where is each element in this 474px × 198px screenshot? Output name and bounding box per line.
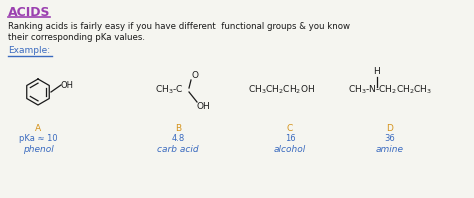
Text: their corresponding pKa values.: their corresponding pKa values. <box>8 33 145 42</box>
Text: alcohol: alcohol <box>274 145 306 154</box>
Text: amine: amine <box>376 145 404 154</box>
Text: OH: OH <box>197 102 211 111</box>
Text: $\mathregular{CH_3}$-C: $\mathregular{CH_3}$-C <box>155 84 183 96</box>
Text: pKa ≈ 10: pKa ≈ 10 <box>18 134 57 143</box>
Text: OH: OH <box>61 81 74 90</box>
Text: O: O <box>192 71 199 81</box>
Text: H: H <box>374 68 380 76</box>
Text: 36: 36 <box>384 134 395 143</box>
Text: $\mathregular{CH_3}$-N-$\mathregular{CH_2CH_2CH_3}$: $\mathregular{CH_3}$-N-$\mathregular{CH_… <box>348 84 432 96</box>
Text: 16: 16 <box>285 134 295 143</box>
Text: $\mathregular{CH_3CH_2CH_2OH}$: $\mathregular{CH_3CH_2CH_2OH}$ <box>248 84 315 96</box>
Text: D: D <box>387 124 393 133</box>
Text: B: B <box>175 124 181 133</box>
Text: A: A <box>35 124 41 133</box>
Text: Example:: Example: <box>8 46 50 55</box>
Text: Ranking acids is fairly easy if you have different  functional groups & you know: Ranking acids is fairly easy if you have… <box>8 22 350 31</box>
Text: carb acid: carb acid <box>157 145 199 154</box>
Text: C: C <box>287 124 293 133</box>
Text: ACIDS: ACIDS <box>8 6 51 19</box>
Text: phenol: phenol <box>23 145 54 154</box>
Text: 4.8: 4.8 <box>172 134 185 143</box>
